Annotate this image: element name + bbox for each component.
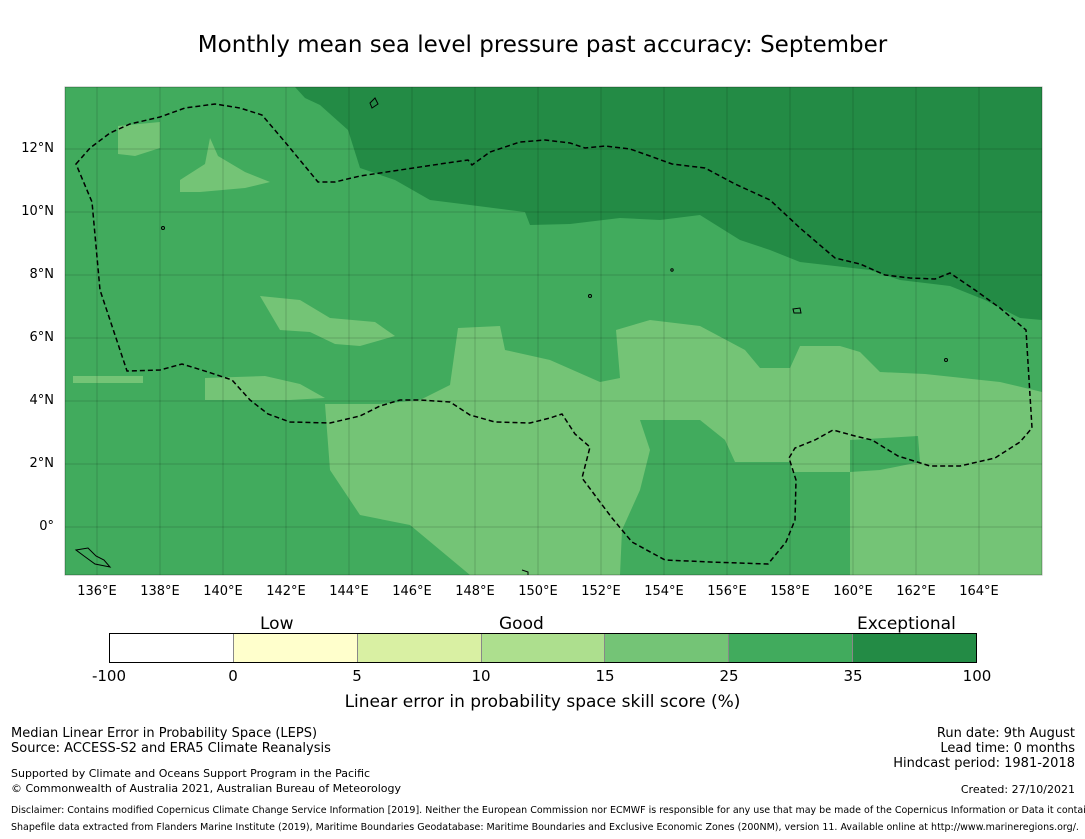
skill-region-good-west: [260, 296, 395, 346]
lat-tick-label: 0°: [39, 519, 54, 534]
colorbar-segment: [852, 634, 977, 662]
category-exceptional: Exceptional: [857, 614, 956, 634]
skill-region-good-nw-2: [180, 138, 270, 192]
colorbar-tick: -100: [91, 667, 127, 685]
island-outline: [670, 268, 674, 272]
colorbar-tick: 35: [843, 667, 863, 685]
eez-boundary: [75, 103, 1033, 565]
lon-tick-label: 138°E: [140, 584, 180, 599]
skill-region-exceptional-ne: [295, 87, 1042, 320]
map-title: Monthly mean sea level pressure past acc…: [197, 32, 888, 58]
skill-region-high-good-mid: [850, 436, 920, 472]
skill-map: [64, 86, 1043, 576]
lon-tick-label: 158°E: [770, 584, 810, 599]
colorbar-segment: [356, 634, 481, 662]
island-outline: [369, 97, 379, 109]
island-outline: [792, 307, 802, 314]
footer-metric: Median Linear Error in Probability Space…: [11, 726, 318, 741]
lon-tick-label: 136°E: [77, 584, 117, 599]
lon-tick-label: 162°E: [896, 584, 936, 599]
lat-tick-label: 10°N: [21, 204, 54, 219]
colorbar-tick: 100: [962, 667, 992, 685]
lon-tick-label: 156°E: [707, 584, 747, 599]
colorbar-segment: [728, 634, 853, 662]
colorbar-segment: [110, 634, 233, 662]
footer-support: Supported by Climate and Oceans Support …: [11, 767, 371, 780]
footer-hindcast-period: Hindcast period: 1981-2018: [893, 756, 1075, 771]
lon-tick-label: 164°E: [959, 584, 999, 599]
skill-region-good-nw: [118, 122, 160, 156]
footer-created: Created: 27/10/2021: [960, 783, 1075, 796]
colorbar-tick: 10: [471, 667, 491, 685]
island-outline: [161, 226, 165, 230]
lon-tick-label: 142°E: [266, 584, 306, 599]
lon-tick-label: 154°E: [644, 584, 684, 599]
colorbar-segment: [604, 634, 729, 662]
colorbar-tick: 15: [595, 667, 615, 685]
lon-tick-label: 140°E: [203, 584, 243, 599]
colorbar-segment: [480, 634, 605, 662]
colorbar-label: Linear error in probability space skill …: [344, 692, 741, 712]
lat-tick-label: 4°N: [29, 393, 55, 408]
footer-source: Source: ACCESS-S2 and ERA5 Climate Reana…: [11, 741, 331, 756]
lat-tick-label: 2°N: [29, 456, 55, 471]
lon-tick-label: 148°E: [455, 584, 495, 599]
footer-disclaimer: Disclaimer: Contains modified Copernicus…: [11, 805, 1085, 816]
island-outline: [521, 569, 529, 575]
footer-shapefile-credit: Shapefile data extracted from Flanders M…: [11, 822, 1079, 833]
category-low: Low: [260, 614, 294, 634]
skill-region-good-strip: [73, 376, 143, 383]
colorbar: [109, 633, 977, 663]
lon-tick-label: 160°E: [833, 584, 873, 599]
skill-region-good-west-2: [205, 376, 325, 400]
colorbar-tick: 25: [719, 667, 739, 685]
colorbar-tick: 0: [228, 667, 238, 685]
footer-run-date: Run date: 9th August: [936, 726, 1075, 741]
lon-tick-label: 146°E: [392, 584, 432, 599]
lon-tick-label: 150°E: [518, 584, 558, 599]
category-good: Good: [499, 614, 544, 634]
lon-tick-label: 152°E: [581, 584, 621, 599]
island-outline: [588, 294, 592, 298]
lat-tick-label: 8°N: [29, 267, 55, 282]
lat-tick-label: 6°N: [29, 330, 55, 345]
skill-region-high-good-east: [620, 420, 850, 575]
island-outline: [74, 547, 112, 568]
lon-tick-label: 144°E: [329, 584, 369, 599]
footer-copyright: © Commonwealth of Australia 2021, Austra…: [11, 782, 401, 795]
lat-tick-label: 12°N: [21, 141, 54, 156]
colorbar-segment: [232, 634, 357, 662]
island-outline: [944, 358, 948, 362]
footer-lead-time: Lead time: 0 months: [940, 741, 1075, 756]
colorbar-tick: 5: [352, 667, 362, 685]
